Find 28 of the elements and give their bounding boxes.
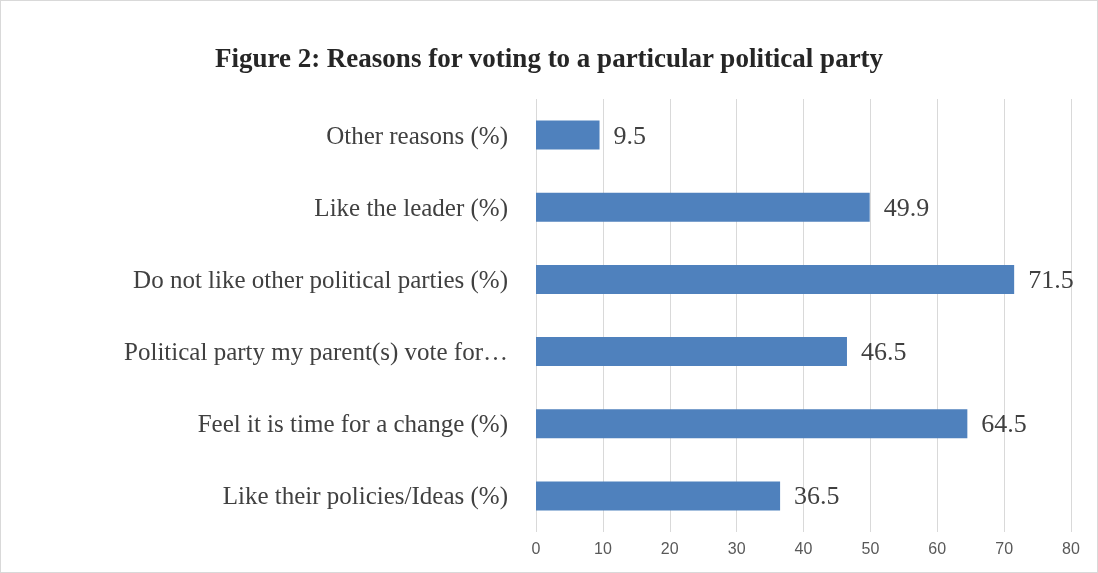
data-label: 36.5 bbox=[794, 481, 840, 511]
x-tick-label: 30 bbox=[727, 539, 746, 557]
y-tick-label: Like their policies/Ideas (%) bbox=[222, 482, 508, 511]
x-tick-label: 10 bbox=[593, 539, 612, 557]
x-tick-label: 50 bbox=[861, 539, 880, 557]
x-tick-label: 60 bbox=[928, 539, 947, 557]
bar bbox=[536, 192, 870, 222]
y-tick-label: Political party my parent(s) vote for… bbox=[124, 338, 508, 367]
bar bbox=[536, 481, 781, 511]
y-tick-label: Feel it is time for a change (%) bbox=[197, 410, 508, 439]
chart-title: Figure 2: Reasons for voting to a particular political party bbox=[214, 42, 884, 73]
bar bbox=[536, 409, 968, 439]
y-tick-label: Like the leader (%) bbox=[314, 193, 508, 222]
x-tick-label: 20 bbox=[660, 539, 679, 557]
x-tick-label: 80 bbox=[1062, 539, 1080, 557]
x-tick-label: 70 bbox=[995, 539, 1014, 557]
y-tick-label: Do not like other political parties (%) bbox=[133, 265, 508, 294]
bar bbox=[536, 120, 600, 150]
data-label: 46.5 bbox=[860, 337, 907, 367]
bar bbox=[536, 264, 1015, 294]
data-label: 49.9 bbox=[883, 192, 930, 222]
y-tick-label: Other reasons (%) bbox=[326, 121, 508, 150]
x-tick-label: 0 bbox=[531, 539, 541, 557]
data-label: 64.5 bbox=[981, 409, 1027, 439]
data-label: 9.5 bbox=[613, 120, 647, 150]
x-tick-label: 40 bbox=[794, 539, 813, 557]
bar bbox=[536, 337, 847, 367]
data-label: 71.5 bbox=[1028, 264, 1074, 294]
